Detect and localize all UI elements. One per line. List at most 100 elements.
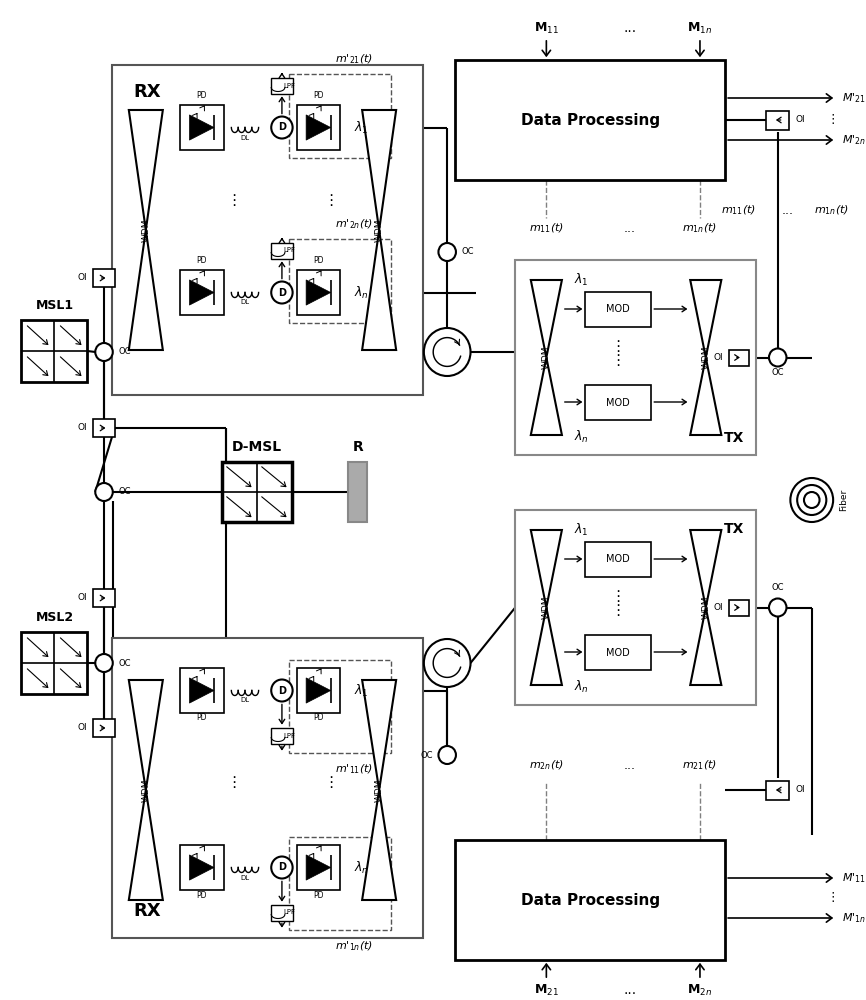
Text: WDM: WDM	[141, 218, 151, 242]
Text: LPF: LPF	[284, 910, 295, 916]
Text: M'$_{21}$: M'$_{21}$	[842, 91, 866, 105]
Text: m$_{1n}$(t): m$_{1n}$(t)	[814, 203, 849, 217]
Text: ...: ...	[624, 759, 636, 772]
Text: OI: OI	[714, 353, 723, 362]
Bar	[271, 904, 293, 920]
Text: MSL1: MSL1	[36, 299, 74, 312]
Polygon shape	[190, 855, 214, 880]
Circle shape	[271, 680, 293, 702]
Text: M'$_{1n}$: M'$_{1n}$	[842, 911, 866, 925]
Text: MOD: MOD	[606, 397, 630, 408]
Circle shape	[769, 598, 786, 616]
Bar	[515, 260, 756, 455]
Bar	[455, 60, 725, 180]
Text: ⋮: ⋮	[611, 589, 626, 604]
Polygon shape	[190, 280, 214, 305]
Text: m'$_{1n}$(t): m'$_{1n}$(t)	[335, 940, 373, 953]
Text: m$_{11}$(t): m$_{11}$(t)	[721, 203, 756, 217]
Polygon shape	[690, 530, 721, 607]
Text: M$_{11}$: M$_{11}$	[534, 20, 559, 36]
Text: PD: PD	[313, 890, 324, 900]
Text: WDM: WDM	[701, 596, 710, 619]
Bar	[296, 270, 340, 315]
Text: ⋮: ⋮	[323, 192, 338, 208]
Bar	[296, 845, 340, 890]
Bar	[94, 419, 114, 437]
Text: MOD: MOD	[606, 648, 630, 658]
Text: ⋮: ⋮	[323, 774, 338, 790]
Text: M$_{21}$: M$_{21}$	[534, 982, 559, 998]
Text: OI: OI	[795, 115, 805, 124]
Polygon shape	[307, 280, 331, 305]
Text: m$_{11}$(t): m$_{11}$(t)	[529, 221, 564, 235]
Bar	[729, 599, 748, 615]
Text: ...: ...	[624, 983, 637, 997]
Bar	[22, 632, 87, 694]
Bar	[271, 78, 293, 94]
Text: m$_{1n}$(t): m$_{1n}$(t)	[682, 221, 717, 235]
Bar	[296, 105, 340, 150]
Bar	[585, 542, 651, 577]
Text: m'$_{2n}$(t): m'$_{2n}$(t)	[335, 217, 373, 231]
Polygon shape	[129, 110, 163, 230]
Text: ...: ...	[624, 21, 637, 35]
Bar	[94, 269, 114, 287]
Text: OC: OC	[420, 750, 433, 760]
Text: D: D	[278, 862, 286, 872]
Polygon shape	[129, 230, 163, 350]
Polygon shape	[129, 680, 163, 790]
Circle shape	[95, 654, 113, 672]
Bar	[222, 462, 292, 522]
Bar	[180, 105, 223, 150]
Circle shape	[438, 243, 456, 261]
Text: WDM: WDM	[701, 346, 710, 369]
Polygon shape	[129, 790, 163, 900]
Text: OI: OI	[78, 593, 87, 602]
Polygon shape	[690, 358, 721, 435]
Text: M$_{1n}$: M$_{1n}$	[688, 20, 713, 36]
Polygon shape	[362, 790, 396, 900]
Text: $\lambda_n$: $\lambda_n$	[574, 429, 589, 445]
Text: ⋮: ⋮	[226, 192, 241, 208]
Text: MSL2: MSL2	[36, 611, 74, 624]
Text: $\lambda_1$: $\lambda_1$	[354, 682, 369, 699]
Text: ⋮: ⋮	[826, 892, 838, 904]
Text: $\lambda_1$: $\lambda_1$	[574, 272, 589, 288]
Text: ⋮: ⋮	[611, 340, 626, 355]
Bar	[288, 660, 391, 752]
Polygon shape	[190, 115, 214, 140]
Text: TX: TX	[724, 522, 745, 536]
Text: $\lambda_1$: $\lambda_1$	[354, 119, 369, 136]
Text: M$_{2n}$: M$_{2n}$	[688, 982, 713, 998]
Text: ⋮: ⋮	[611, 353, 626, 367]
Bar	[288, 238, 391, 323]
Text: Fiber: Fiber	[839, 489, 848, 511]
Text: WDM: WDM	[542, 596, 551, 619]
Text: m$_{21}$(t): m$_{21}$(t)	[682, 758, 718, 772]
Text: ⋮: ⋮	[826, 112, 838, 125]
Text: OC: OC	[462, 247, 475, 256]
Bar	[348, 462, 367, 522]
Polygon shape	[307, 855, 331, 880]
Polygon shape	[307, 115, 331, 140]
Text: ...: ...	[781, 204, 793, 217]
Bar	[455, 840, 725, 960]
Bar	[766, 110, 790, 129]
Circle shape	[769, 349, 786, 366]
Text: OC: OC	[772, 368, 784, 377]
Circle shape	[271, 116, 293, 138]
Text: OI: OI	[78, 273, 87, 282]
Text: ⋮: ⋮	[611, 602, 626, 617]
Polygon shape	[690, 607, 721, 685]
Text: WDM: WDM	[375, 218, 384, 242]
Text: OI: OI	[795, 786, 805, 794]
Text: D: D	[278, 686, 286, 696]
Polygon shape	[531, 358, 562, 435]
Polygon shape	[307, 678, 331, 703]
Bar	[112, 65, 423, 395]
Text: m'$_{11}$(t): m'$_{11}$(t)	[335, 762, 373, 776]
Text: OC: OC	[119, 488, 131, 496]
Circle shape	[423, 639, 470, 687]
Text: MOD: MOD	[606, 554, 630, 564]
Text: $\lambda_1$: $\lambda_1$	[574, 522, 589, 538]
